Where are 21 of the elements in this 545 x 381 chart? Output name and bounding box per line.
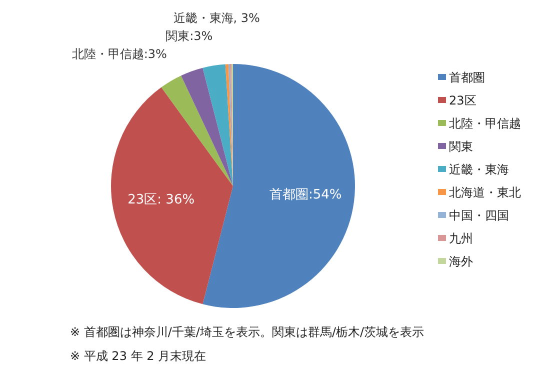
pie-slice <box>161 76 233 186</box>
legend-label: 北陸・甲信越 <box>449 116 521 130</box>
pie-slice <box>111 87 233 304</box>
data-label: 首都圏:54% <box>269 188 342 203</box>
data-label: 北陸・甲信越:3% <box>72 47 167 61</box>
legend-label: 関東 <box>449 139 473 154</box>
legend-label: 首都圏 <box>449 70 485 84</box>
text: ※ 首都圏は神奈川/千葉/埼玉を表示。関東は群馬/栃木/茨城を表示 <box>70 325 424 339</box>
pie-slice <box>181 68 233 186</box>
text: ※ 平成 23 年 2 月末現在 <box>70 349 206 363</box>
legend-label: 中国・四国 <box>449 208 509 222</box>
legend-label: 近畿・東海 <box>449 162 509 176</box>
data-label: 23区: 36% <box>128 192 195 208</box>
legend-label: 九州 <box>449 231 473 246</box>
data-label: 近畿・東海, 3% <box>173 11 260 25</box>
legend-label: 23区 <box>449 93 476 108</box>
data-label: 関東:3% <box>166 29 213 43</box>
legend-label: 北海道・東北 <box>449 185 521 200</box>
pie-slice <box>202 64 233 186</box>
legend-label: 海外 <box>449 254 473 268</box>
pie-slice <box>202 64 355 308</box>
